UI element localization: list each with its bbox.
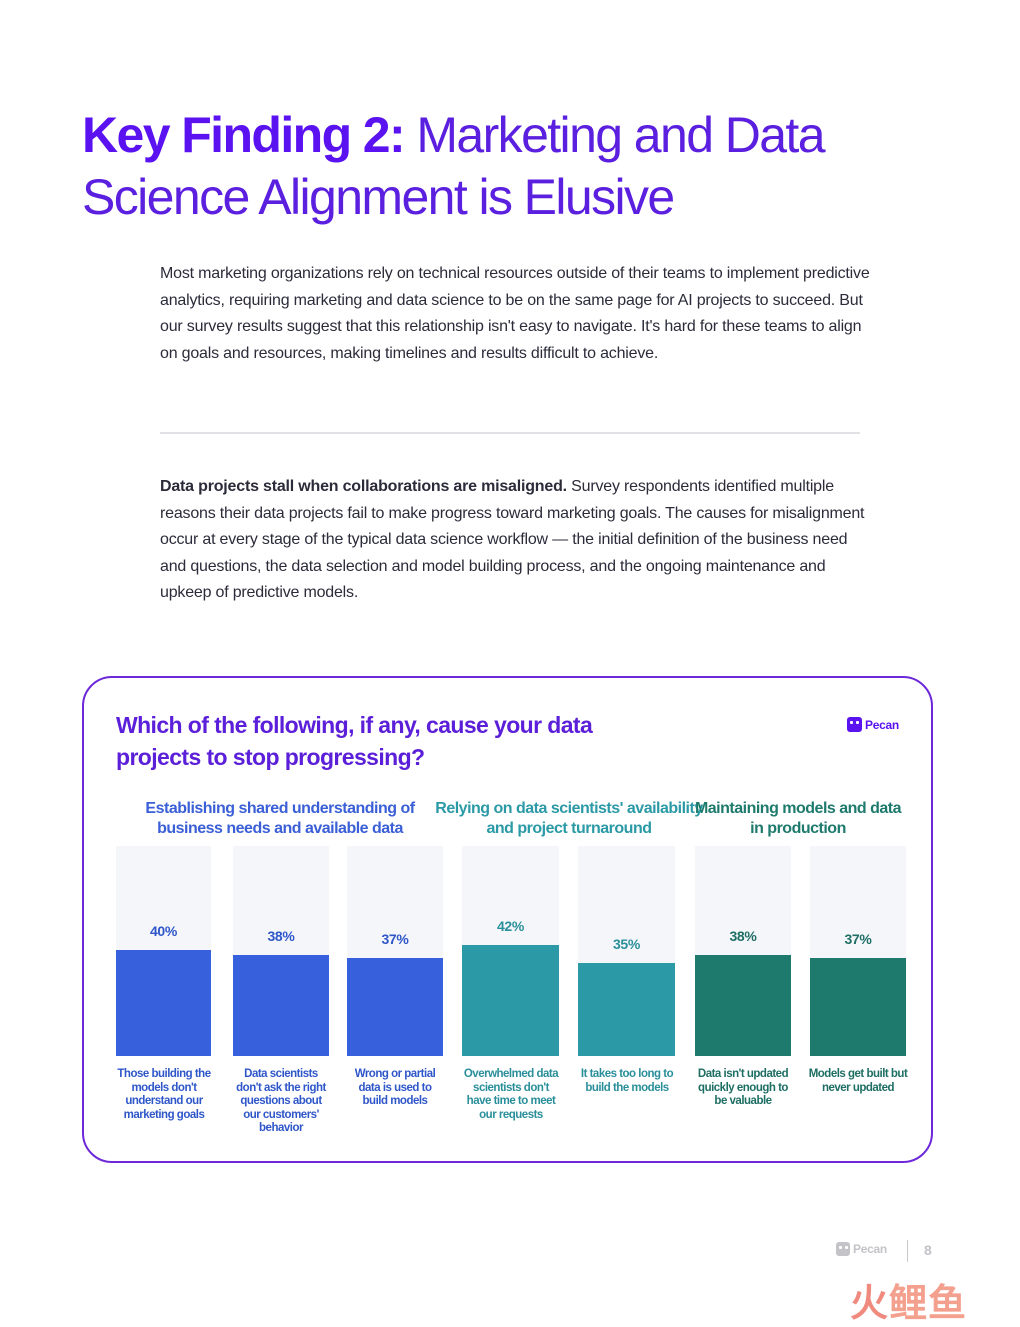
bar-column: 42% xyxy=(462,846,559,1056)
bar xyxy=(462,945,559,1056)
pecan-logo-text: Pecan xyxy=(865,717,899,732)
section-body: Survey respondents identified multiple r… xyxy=(160,478,865,602)
bar-category-label: It takes too long to build the models xyxy=(580,1068,674,1094)
bar xyxy=(578,963,675,1056)
chart-card xyxy=(82,676,933,1163)
group-header-3: Maintaining models and data in productio… xyxy=(694,800,902,837)
bar-value-label: 38% xyxy=(729,928,757,944)
bar-category-label: Wrong or partial data is used to build m… xyxy=(354,1068,436,1107)
bar-category-label: Those building the models don't understa… xyxy=(117,1068,211,1121)
pecan-logo: Pecan xyxy=(847,717,899,732)
group-header-2: Relying on data scientists' availability… xyxy=(435,800,703,837)
bar-column: 38% xyxy=(233,846,329,1056)
bar-value-label: 42% xyxy=(496,918,525,934)
watermark-part1: 火 xyxy=(850,1281,890,1325)
pecan-logo-icon xyxy=(847,717,862,732)
footer-logo-icon xyxy=(836,1242,850,1256)
section-paragraph: Data projects stall when collaborations … xyxy=(160,474,870,607)
bar-column: 37% xyxy=(347,846,443,1056)
group-header-1: Establishing shared understanding of bus… xyxy=(145,800,415,837)
bar-column: 38% xyxy=(695,846,791,1056)
bar-column: 40% xyxy=(116,846,211,1056)
bar-category-label: Overwhelmed data scientists don't have t… xyxy=(463,1068,559,1121)
chart-title: Which of the following, if any, cause yo… xyxy=(116,712,593,770)
page-number: 8 xyxy=(924,1242,932,1258)
bar-value-label: 40% xyxy=(149,923,178,939)
bar-category-label: Data scientists don't ask the right ques… xyxy=(236,1068,326,1134)
page-title: Key Finding 2: Marketing and Data Scienc… xyxy=(82,104,942,228)
section-divider xyxy=(160,432,860,434)
footer-divider xyxy=(907,1240,908,1262)
bar xyxy=(347,958,443,1056)
section-lead: Data projects stall when collaborations … xyxy=(160,478,567,495)
bar xyxy=(116,950,211,1056)
bar-column: 35% xyxy=(578,846,675,1056)
title-heading: Marketing and Data Science Alignment is … xyxy=(82,107,826,225)
title-key-finding: Key Finding 2: xyxy=(82,107,406,163)
bar xyxy=(233,955,329,1056)
bar-value-label: 38% xyxy=(267,928,295,944)
footer-logo: Pecan xyxy=(836,1242,887,1256)
bar-column: 37% xyxy=(810,846,906,1056)
bar-value-label: 37% xyxy=(381,931,409,947)
bar xyxy=(810,958,906,1056)
bar-category-label: Models get built but never updated xyxy=(808,1068,908,1094)
bar-value-label: 35% xyxy=(612,936,641,952)
watermark-logo: 火鲤鱼 xyxy=(850,1272,967,1327)
bar-category-label: Data isn't updated quickly enough to be … xyxy=(697,1068,789,1107)
watermark-part2: 鲤鱼 xyxy=(889,1281,968,1325)
intro-paragraph: Most marketing organizations rely on tec… xyxy=(160,265,870,362)
bar xyxy=(695,955,791,1056)
bar-value-label: 37% xyxy=(844,931,872,947)
footer-logo-text: Pecan xyxy=(853,1242,887,1256)
